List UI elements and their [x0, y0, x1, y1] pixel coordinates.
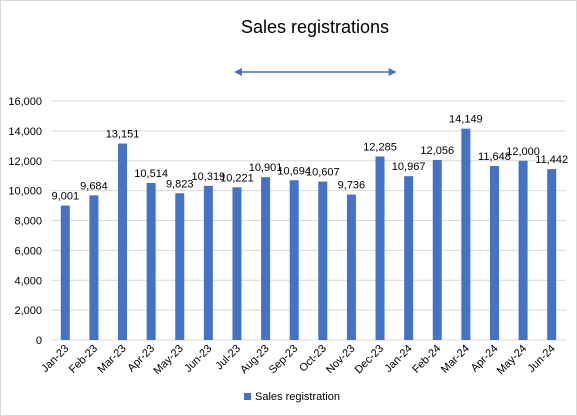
x-tick-label: Nov-23 [324, 343, 358, 377]
x-tick-label: Jun-23 [182, 343, 214, 375]
data-label: 12,056 [420, 145, 454, 157]
data-label: 9,736 [338, 180, 366, 192]
annotation-arrow [233, 68, 397, 76]
bar [489, 166, 499, 340]
x-tick-label: Oct-23 [297, 343, 329, 375]
y-tick-label: 16,000 [8, 96, 42, 108]
x-tick-label: Dec-23 [353, 343, 387, 377]
y-tick-label: 0 [36, 335, 42, 347]
bar [318, 181, 328, 340]
data-label: 10,221 [220, 172, 254, 184]
arrow-head-right [388, 68, 397, 76]
bar [547, 169, 557, 340]
bar [203, 185, 213, 340]
x-tick-label: May-23 [151, 343, 185, 377]
x-tick-label: Aug-23 [238, 343, 272, 377]
y-tick-label: 6,000 [14, 245, 42, 257]
y-tick-label: 14,000 [8, 126, 42, 138]
x-tick-label: Mar-23 [96, 343, 129, 376]
gridlines [51, 100, 566, 341]
bar [518, 160, 528, 340]
data-label: 11,648 [478, 151, 511, 163]
data-labels: 9,0019,68413,15110,5149,82310,31910,2211… [52, 114, 569, 203]
y-tick-label: 12,000 [8, 156, 42, 168]
bar [60, 205, 70, 340]
bar [346, 194, 356, 340]
x-tick-label: Jan-23 [39, 343, 71, 375]
bar [289, 180, 299, 340]
x-tick-label: Feb-24 [410, 343, 443, 376]
data-label: 10,514 [134, 168, 168, 180]
data-label: 12,285 [363, 141, 397, 153]
data-label: 10,607 [306, 167, 340, 179]
bar [404, 176, 414, 340]
bar [175, 193, 185, 340]
y-tick-label: 2,000 [14, 305, 42, 317]
data-label: 13,151 [106, 129, 140, 141]
y-tick-label: 8,000 [14, 216, 42, 228]
bar [89, 195, 99, 340]
data-label: 10,319 [192, 171, 226, 183]
legend-label: Sales registration [255, 391, 340, 403]
data-label: 14,149 [449, 114, 483, 126]
x-tick-label: Feb-23 [67, 343, 100, 376]
x-tick-label: Mar-24 [439, 343, 472, 376]
data-label: 10,967 [392, 161, 426, 173]
bar [461, 128, 471, 340]
y-tick-label: 4,000 [14, 275, 42, 287]
chart-title: Sales registrations [241, 17, 389, 37]
x-tick-label: Jan-24 [382, 343, 414, 375]
x-axis-ticks: Jan-23Feb-23Mar-23Apr-23May-23Jun-23Jul-… [39, 343, 558, 377]
data-label: 12,000 [506, 146, 540, 158]
bar [232, 187, 242, 340]
legend: Sales registration [244, 391, 340, 403]
data-label: 9,684 [80, 180, 108, 192]
x-tick-label: May-24 [495, 343, 529, 377]
data-label: 9,823 [166, 178, 194, 190]
x-tick-label: Sep-23 [267, 343, 301, 377]
data-label: 11,442 [535, 154, 568, 166]
legend-swatch [244, 393, 251, 400]
data-label: 9,001 [52, 191, 80, 203]
data-label: 10,901 [249, 162, 283, 174]
data-label: 10,694 [277, 165, 311, 177]
arrow-head-left [233, 68, 242, 76]
y-tick-label: 10,000 [8, 186, 42, 198]
bar [432, 159, 442, 340]
bars [60, 128, 557, 340]
y-axis-ticks: 0 2,000 4,000 6,000 8,000 10,000 12,000 14,000 1… [8, 96, 42, 347]
bar [261, 177, 271, 340]
bar [375, 156, 385, 340]
bar [146, 182, 156, 340]
bar [118, 143, 128, 340]
x-tick-label: Jun-24 [526, 343, 558, 375]
